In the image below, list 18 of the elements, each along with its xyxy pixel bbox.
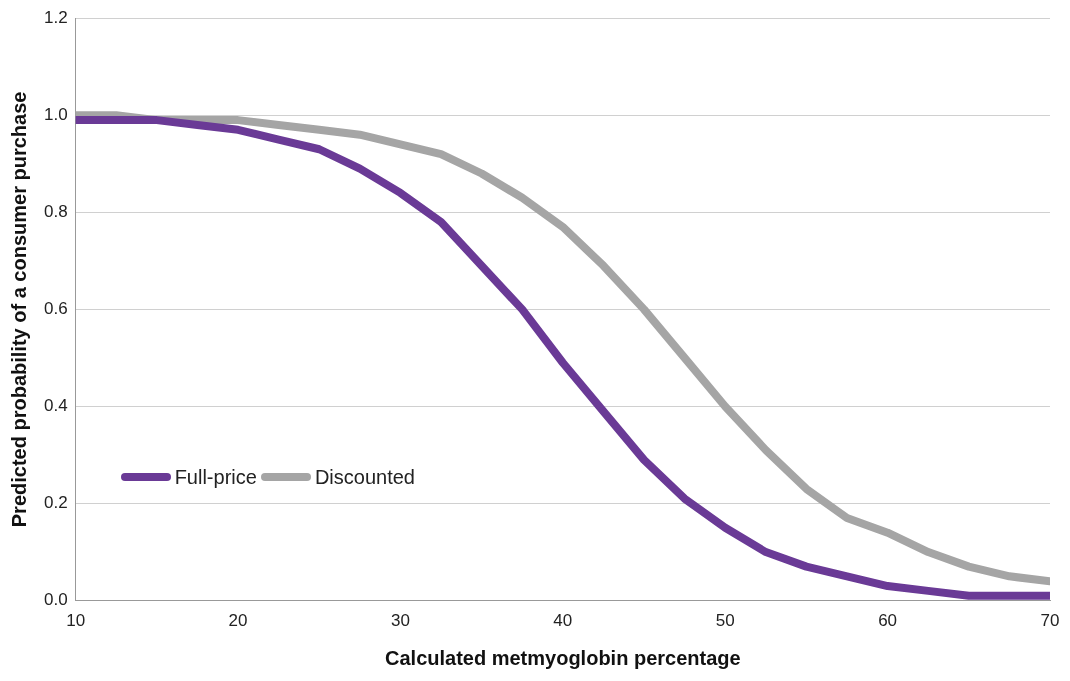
y-tick-label: 1.0 [43,104,68,124]
y-tick-label: 0.0 [43,590,68,610]
y-tick-label: 1.2 [43,7,68,27]
legend-label: Full-price [174,465,257,489]
x-tick-label: 70 [1040,611,1060,631]
x-tick-label: 20 [228,611,248,631]
x-tick-label: 10 [66,611,86,631]
x-axis-title: Calculated metmyoglobin percentage [385,646,741,669]
y-tick-label: 0.2 [43,493,68,513]
y-tick-label: 0.6 [43,299,68,319]
x-tick-label: 50 [715,611,735,631]
legend-label: Discounted [314,465,415,489]
y-tick-label: 0.4 [43,396,68,416]
y-axis-title: Predicted probability of a consumer purchase [7,91,30,528]
x-tick-label: 40 [553,611,573,631]
x-tick-label: 60 [878,611,898,631]
x-tick-label: 30 [390,611,410,631]
y-tick-label: 0.8 [43,202,68,222]
